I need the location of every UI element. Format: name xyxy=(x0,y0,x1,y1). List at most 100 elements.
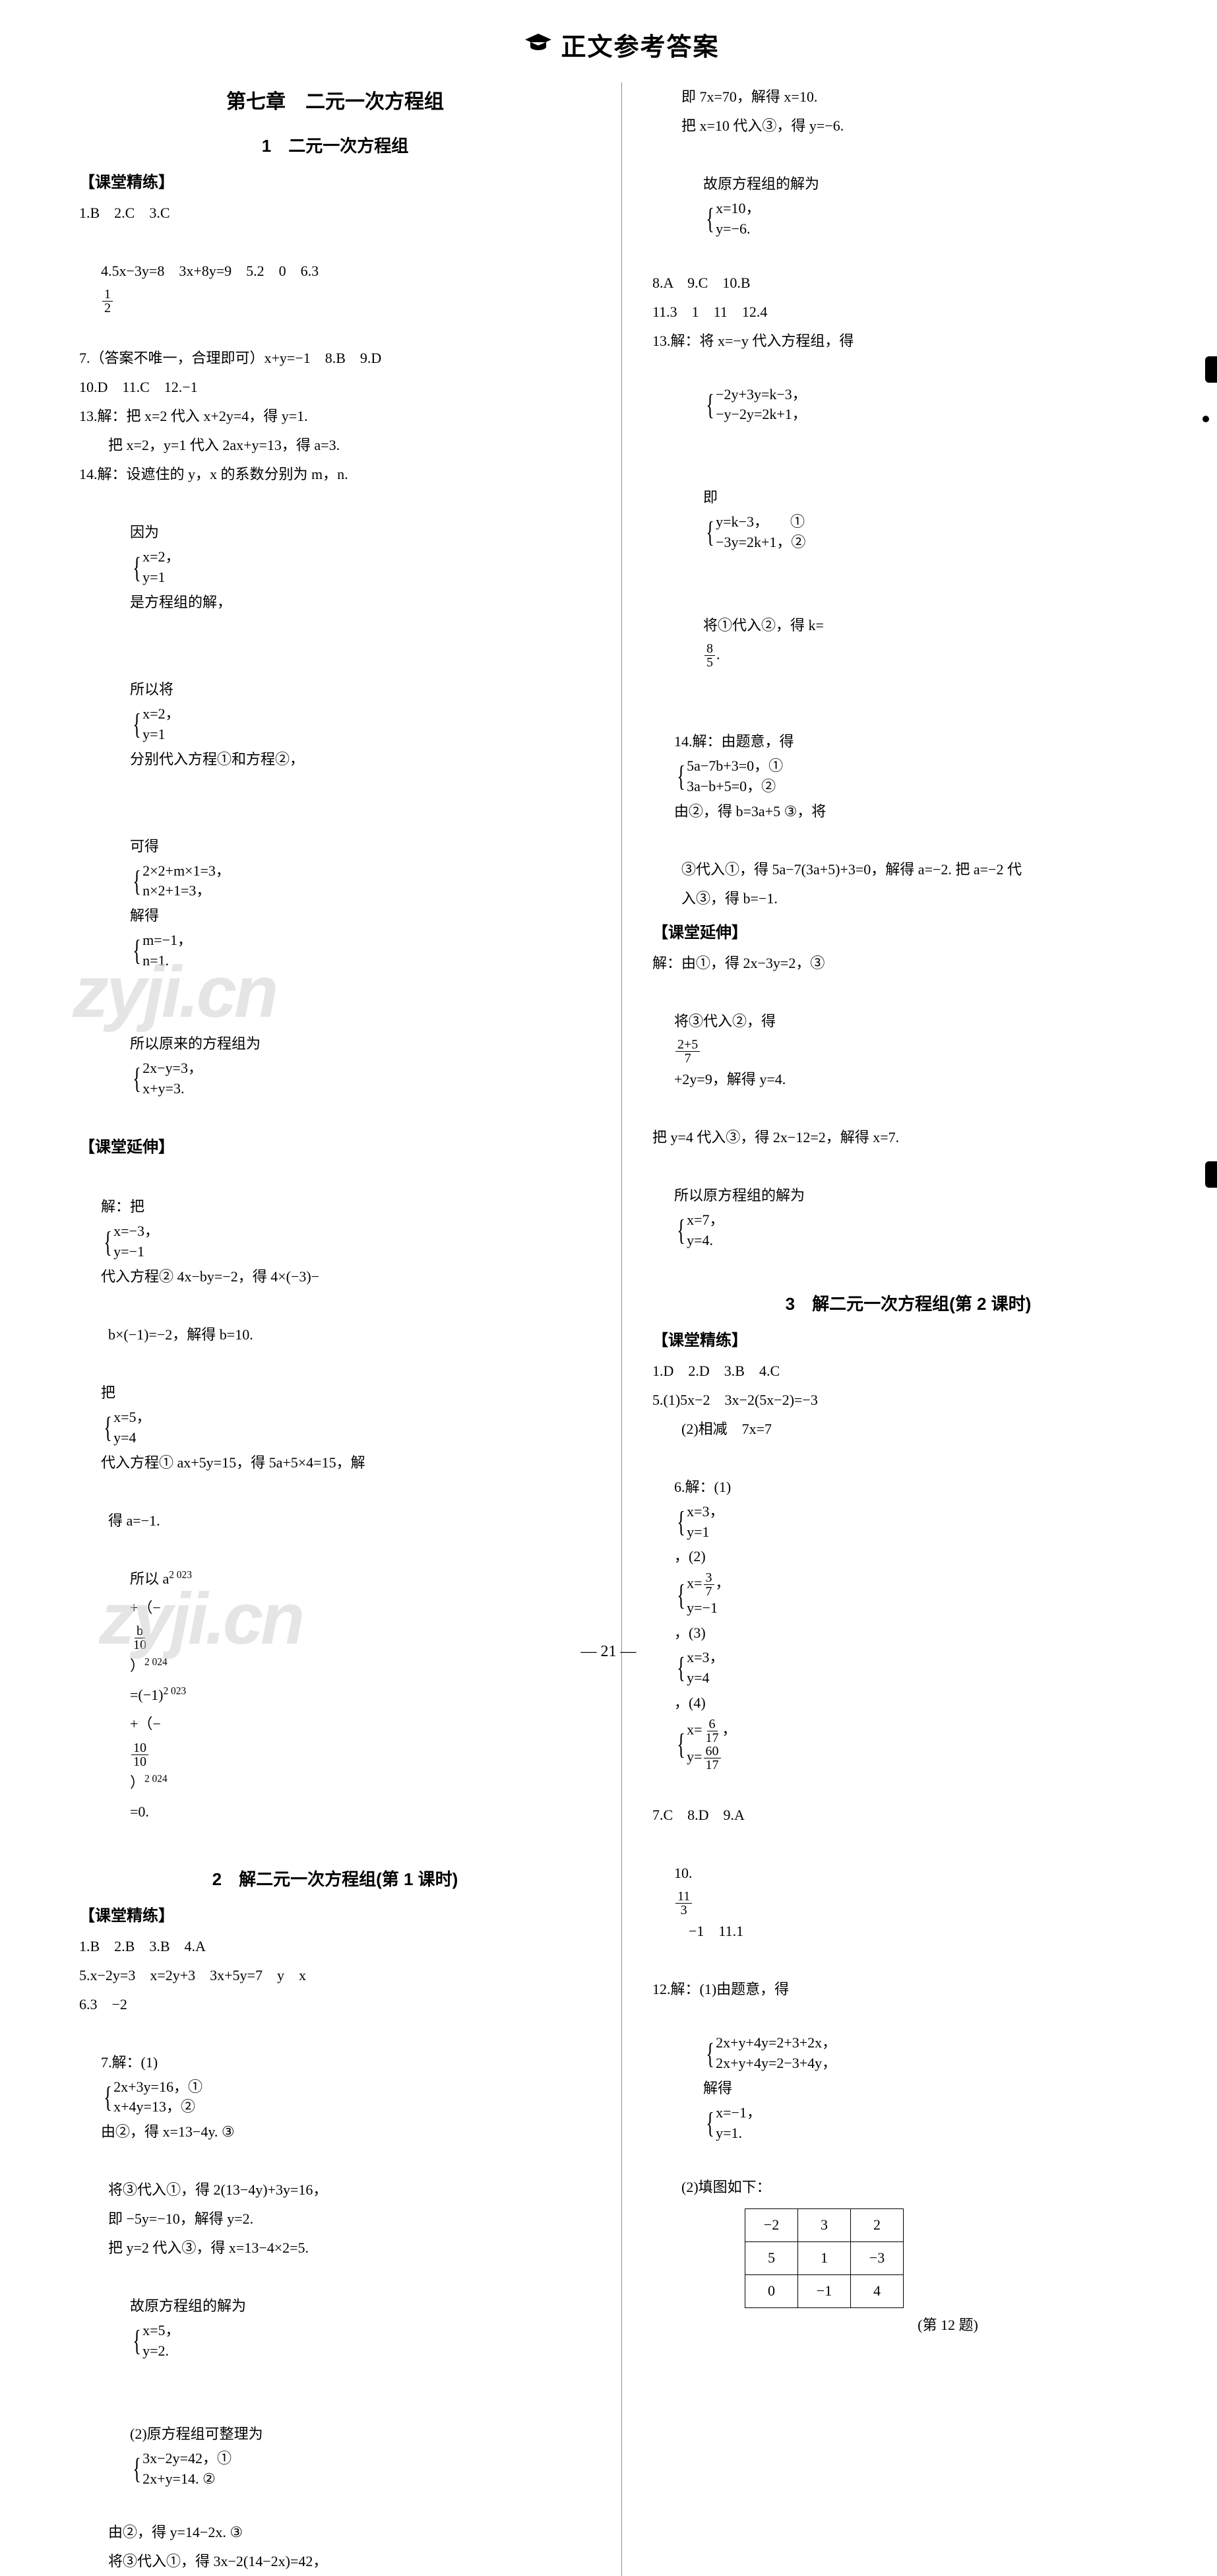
solution-line: 由②，得 y=14−2x. ③ xyxy=(79,2518,591,2547)
solution-line: 即 7x=70，解得 x=10. xyxy=(652,82,1164,112)
solution-line: 解：把 {x=−3，y=−1 代入方程② 4x−by=−2，得 4×(−3)− xyxy=(79,1163,591,1320)
brace-system: {x=7，y=4. xyxy=(674,1210,724,1251)
fraction: 12 xyxy=(102,288,113,315)
text: 即 xyxy=(703,489,718,505)
text: ） xyxy=(130,1658,144,1674)
section-3-title: 3 解二元一次方程组(第 2 课时) xyxy=(652,1287,1164,1321)
edge-dot-icon xyxy=(1202,416,1209,422)
solution-line: 所以原来的方程组为 {2x−y=3，x+y=3. xyxy=(79,1000,591,1128)
solution-line: 14.解：由题意，得 {5a−7b+3=0，①3a−b+5=0，② 由②，得 b… xyxy=(652,698,1164,855)
solution-line: 把 x=2，y=1 代入 2ax+y=13，得 a=3. xyxy=(79,431,591,460)
text: (2)原方程组可整理为 xyxy=(130,2426,263,2442)
text: 所以 a xyxy=(130,1570,169,1587)
solution-line: 将③代入①，得 3x−2(14−2x)=42， xyxy=(79,2547,591,2576)
text: ，(4) xyxy=(674,1694,706,1711)
text: 解得 xyxy=(703,2080,732,2096)
brace-system: {x=−3，y=−1 xyxy=(101,1221,159,1262)
left-column: 第七章 二元一次方程组 1 二元一次方程组 【课堂精练】 1.B 2.C 3.C… xyxy=(79,82,591,2576)
fraction: 37 xyxy=(704,1571,714,1598)
solution-line: 14.解：设遮住的 y，x 的系数分别为 m，n. xyxy=(79,460,591,489)
fraction: b10 xyxy=(131,1625,148,1652)
solution-line: 12.解：(1)由题意，得 xyxy=(652,1975,1164,2004)
answer-line: (2)相减 7x=7 xyxy=(652,1415,1164,1444)
text: 由②，得 x=13−4y. ③ xyxy=(101,2123,235,2140)
subhead-extension-1: 【课堂延伸】 xyxy=(79,1132,591,1163)
text: 是方程组的解， xyxy=(130,594,232,610)
text: 4.5x−3y=8 3x+8y=9 5.2 0 6.3 xyxy=(101,263,333,279)
page-title: 正文参考答案 xyxy=(561,26,719,63)
answer-line: 5.x−2y=3 x=2y+3 3x+5y=7 y x xyxy=(79,1961,591,1990)
solution-line: 将③代入②，得 2+57 +2y=9，解得 y=4. xyxy=(652,978,1164,1123)
brace-system: {x=5，y=4 xyxy=(101,1407,151,1448)
text: 代入方程① ax+5y=15，得 5a+5×4=15，解 xyxy=(101,1454,365,1471)
column-divider xyxy=(621,82,622,2576)
text: 由②，得 b=3a+5 ③，将 xyxy=(674,803,826,820)
brace-system: {m=−1，n=1. xyxy=(130,930,192,971)
text: 解：把 xyxy=(101,1198,144,1215)
solution-line: 故原方程组的解为 {x=5，y=2. xyxy=(79,2263,591,2391)
fraction: 6017 xyxy=(704,1745,721,1772)
brace-system: {x=3，y=4 xyxy=(674,1648,724,1689)
solution-line: 13.解：把 x=2 代入 x+2y=4，得 y=1. xyxy=(79,402,591,431)
brace-system: {−2y+3y=k−3，−y−2y=2k+1， xyxy=(703,385,807,426)
answer-line: 10. 113 −1 11.1 xyxy=(652,1830,1164,1975)
content-columns: 第七章 二元一次方程组 1 二元一次方程组 【课堂精练】 1.B 2.C 3.C… xyxy=(79,82,1164,2576)
solution-line: 所以原方程组的解为 {x=7，y=4. xyxy=(652,1152,1164,1280)
text: −1 11.1 xyxy=(674,1923,743,1939)
fraction: 2+57 xyxy=(675,1038,700,1065)
text: 把 xyxy=(101,1384,115,1401)
brace-system: {x=−1，y=1. xyxy=(703,2103,761,2144)
section-2-title: 2 解二元一次方程组(第 1 课时) xyxy=(79,1862,591,1896)
answer-line: 8.A 9.C 10.B xyxy=(652,269,1164,298)
solution-line: 故原方程组的解为 {x=10，y=−6. xyxy=(652,141,1164,269)
fraction: 617 xyxy=(704,1718,721,1745)
solution-line: {2x+y+4y=2+3+2x，2x+y+4y=2−3+4y， 解得 {x=−1… xyxy=(652,2004,1164,2172)
brace-system: {x=10，y=−6. xyxy=(703,199,761,240)
text: 10. xyxy=(674,1865,693,1881)
text: 可得 xyxy=(130,838,159,854)
fraction: 1010 xyxy=(131,1741,148,1768)
solution-line: 可得 {2×2+m×1=3，n×2+1=3， 解得 {m=−1，n=1. xyxy=(79,803,591,1000)
brace-system: {2×2+m×1=3，n×2+1=3， xyxy=(130,861,230,902)
solution-line: (2)原方程组可整理为 {3x−2y=42，①2x+y=14. ② xyxy=(79,2391,591,2519)
magic-square-table: −232 51−3 0−14 xyxy=(745,2208,904,2308)
answer-line: 1.B 2.B 3.B 4.A xyxy=(79,1932,591,1961)
solution-line: 解：由①，得 2x−3y=2，③ xyxy=(652,949,1164,978)
text: =(−1) xyxy=(130,1687,163,1703)
brace-system: {y=k−3， ①−3y=2k+1，② xyxy=(703,512,805,553)
brace-system: {2x+y+4y=2+3+2x，2x+y+4y=2−3+4y， xyxy=(703,2033,836,2074)
brace-system: {5a−7b+3=0，①3a−b+5=0，② xyxy=(674,756,783,797)
answer-line: 7.C 8.D 9.A xyxy=(652,1801,1164,1830)
text: ） xyxy=(130,1774,144,1791)
solution-line: (2)填图如下： xyxy=(652,2173,1164,2202)
answer-line: 7.（答案不唯一，合理即可）x+y=−1 8.B 9.D xyxy=(79,344,591,373)
text: 14.解：由题意，得 xyxy=(674,733,794,750)
brace-system: {x=3，y=1 xyxy=(674,1502,724,1543)
text: 分别代入方程①和方程②， xyxy=(130,751,304,767)
solution-line: 把 y=4 代入③，得 2x−12=2，解得 x=7. xyxy=(652,1123,1164,1152)
text: 故原方程组的解为 xyxy=(130,2298,246,2314)
solution-line: 将③代入①，得 2(13−4y)+3y=16， xyxy=(79,2175,591,2205)
answer-line: 5.(1)5x−2 3x−2(5x−2)=−3 xyxy=(652,1386,1164,1415)
table-row: 0−14 xyxy=(745,2274,904,2307)
solution-line: 13.解：将 x=−y 代入方程组，得 xyxy=(652,327,1164,356)
solution-line: 入③，得 b=−1. xyxy=(652,884,1164,913)
solution-line: 把 y=2 代入③，得 x=13−4×2=5. xyxy=(79,2234,591,2263)
text: 解得 xyxy=(130,907,159,924)
answer-line: 4.5x−3y=8 3x+8y=9 5.2 0 6.3 12 xyxy=(79,228,591,344)
answer-line: 1.B 2.C 3.C xyxy=(79,199,591,228)
solution-line: 7.解：(1) {2x+3y=16，①x+4y=13，② 由②，得 x=13−4… xyxy=(79,2019,591,2176)
table-row: 51−3 xyxy=(745,2241,904,2274)
edge-marker-icon xyxy=(1205,1161,1217,1188)
edge-marker-icon xyxy=(1205,356,1217,383)
solution-line: 得 a=−1. xyxy=(79,1506,591,1535)
brace-system: {x=2，y=1 xyxy=(130,704,180,745)
brace-system: { x=617， y=6017 xyxy=(674,1718,737,1772)
solution-line: ③代入①，得 5a−7(3a+5)+3=0，解得 a=−2. 把 a=−2 代 xyxy=(652,855,1164,884)
solution-line: b×(−1)=−2，解得 b=10. xyxy=(79,1320,591,1349)
text: +（− xyxy=(130,1599,161,1616)
solution-line: 所以 a2 023 +（− b10 ）2 024 =(−1)2 023 +（− … xyxy=(79,1535,591,1855)
page-number: — 21 — xyxy=(581,1643,637,1661)
text: 6.解：(1) xyxy=(674,1479,731,1495)
solution-line: 所以将 {x=2，y=1 分别代入方程①和方程②， xyxy=(79,646,591,803)
